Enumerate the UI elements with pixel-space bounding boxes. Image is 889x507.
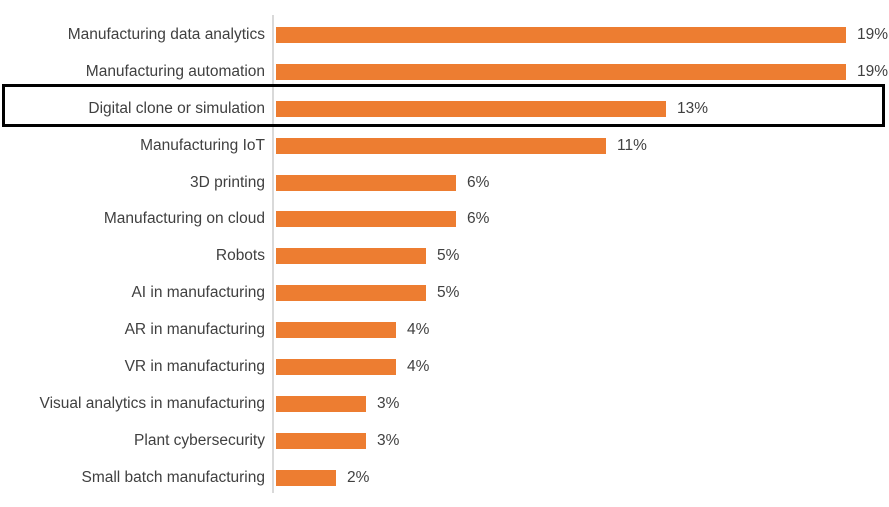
value-label: 4% — [407, 357, 430, 375]
category-label: Visual analytics in manufacturing — [39, 394, 265, 412]
bar-area: 5% — [276, 247, 889, 265]
chart-row: Robots 5% — [0, 238, 889, 275]
value-label: 4% — [407, 321, 430, 339]
chart-row: VR in manufacturing 4% — [0, 349, 889, 386]
value-label: 6% — [467, 173, 490, 191]
chart-row: Visual analytics in manufacturing 3% — [0, 385, 889, 422]
category-label: Manufacturing on cloud — [103, 210, 265, 228]
value-label: 11% — [617, 136, 647, 154]
chart-row: Small batch manufacturing 2% — [0, 459, 889, 496]
bar-area: 3% — [276, 395, 889, 413]
bar-area: 6% — [276, 174, 889, 192]
chart-row: 3D printing 6% — [0, 164, 889, 201]
chart-rows: Manufacturing data analytics 19% Manufac… — [0, 17, 889, 497]
value-label: 2% — [347, 468, 370, 486]
bar-area: 19% — [276, 63, 889, 81]
value-label: 13% — [677, 99, 709, 117]
category-label: Robots — [215, 247, 265, 265]
bar-area: 5% — [276, 284, 889, 302]
category-label: 3D printing — [190, 173, 265, 191]
chart-row: Manufacturing automation 19% — [0, 53, 889, 90]
bar — [276, 26, 846, 43]
bar — [276, 63, 846, 80]
bar-area: 6% — [276, 210, 889, 228]
category-label: Manufacturing data analytics — [67, 25, 265, 43]
category-label: Manufacturing IoT — [140, 136, 265, 154]
bar-area: 4% — [276, 321, 889, 339]
bar — [276, 395, 366, 412]
category-label: VR in manufacturing — [124, 357, 265, 375]
bar-area: 2% — [276, 469, 889, 487]
bar — [276, 100, 666, 117]
bar — [276, 322, 396, 339]
bar-area: 13% — [276, 100, 889, 118]
bar-area: 4% — [276, 358, 889, 376]
value-label: 6% — [467, 210, 490, 228]
category-label: Plant cybersecurity — [134, 431, 265, 449]
category-axis-line — [272, 15, 274, 493]
chart-row: Digital clone or simulation 13% — [0, 84, 889, 128]
bar-area: 3% — [276, 432, 889, 450]
chart-row: Manufacturing data analytics 19% — [0, 17, 889, 54]
category-label: Manufacturing automation — [85, 62, 265, 80]
value-label: 3% — [377, 431, 400, 449]
bar — [276, 211, 456, 228]
category-label: AI in manufacturing — [131, 284, 265, 302]
chart-row: AI in manufacturing 5% — [0, 275, 889, 312]
bar — [276, 174, 456, 191]
chart-row: Manufacturing on cloud 6% — [0, 201, 889, 238]
value-label: 19% — [857, 25, 889, 43]
bar-area: 19% — [276, 26, 889, 44]
bar — [276, 285, 426, 302]
value-label: 5% — [437, 247, 460, 265]
chart-row: AR in manufacturing 4% — [0, 312, 889, 349]
value-label: 19% — [857, 62, 889, 80]
bar-area: 11% — [276, 137, 889, 155]
bar — [276, 358, 396, 375]
chart-row: Manufacturing IoT 11% — [0, 127, 889, 164]
bar — [276, 137, 606, 154]
category-label: Small batch manufacturing — [81, 468, 265, 486]
bar — [276, 248, 426, 265]
value-label: 5% — [437, 284, 460, 302]
category-label: AR in manufacturing — [124, 321, 265, 339]
chart-row: Plant cybersecurity 3% — [0, 422, 889, 459]
bar — [276, 469, 336, 486]
bar — [276, 432, 366, 449]
category-label: Digital clone or simulation — [88, 99, 265, 117]
value-label: 3% — [377, 394, 400, 412]
